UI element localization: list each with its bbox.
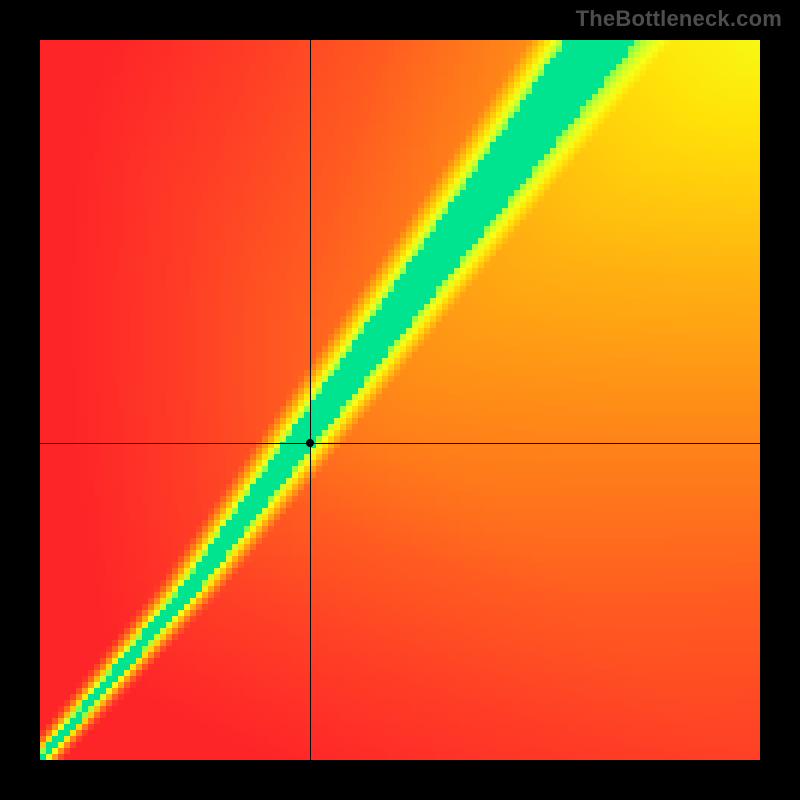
plot-area (40, 40, 760, 760)
chart-container: TheBottleneck.com (0, 0, 800, 800)
heatmap-canvas (40, 40, 760, 760)
crosshair-vertical (310, 40, 311, 760)
marker-point (306, 439, 314, 447)
crosshair-horizontal (40, 443, 760, 444)
watermark-text: TheBottleneck.com (576, 6, 782, 32)
